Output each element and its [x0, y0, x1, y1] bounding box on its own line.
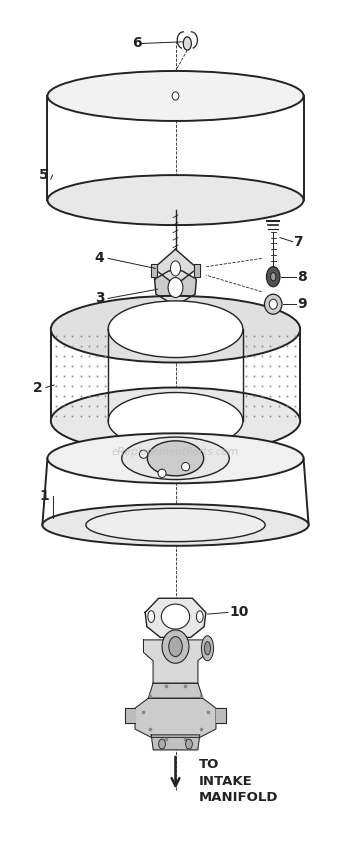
Ellipse shape: [271, 273, 276, 281]
Text: 3: 3: [95, 292, 105, 305]
Ellipse shape: [186, 739, 192, 749]
Ellipse shape: [172, 92, 179, 100]
Ellipse shape: [108, 301, 243, 358]
Text: 4: 4: [95, 252, 105, 265]
Text: INTAKE: INTAKE: [199, 774, 253, 788]
Text: MANIFOLD: MANIFOLD: [199, 791, 279, 804]
Ellipse shape: [47, 71, 304, 121]
Polygon shape: [216, 708, 226, 723]
Ellipse shape: [47, 175, 304, 225]
Text: 5: 5: [39, 168, 49, 182]
Ellipse shape: [201, 636, 213, 660]
Text: 1: 1: [39, 489, 49, 503]
Ellipse shape: [266, 267, 280, 286]
Ellipse shape: [197, 611, 203, 622]
Ellipse shape: [168, 278, 183, 297]
Polygon shape: [135, 698, 216, 738]
Ellipse shape: [108, 393, 243, 449]
Polygon shape: [151, 264, 157, 277]
Ellipse shape: [161, 604, 190, 629]
Ellipse shape: [147, 441, 204, 476]
Ellipse shape: [42, 504, 309, 546]
Polygon shape: [148, 683, 203, 698]
Text: 7: 7: [293, 235, 303, 249]
Text: 2: 2: [33, 381, 42, 394]
Text: eReplacementParts.com: eReplacementParts.com: [112, 446, 239, 456]
Ellipse shape: [269, 299, 277, 309]
Ellipse shape: [51, 296, 300, 363]
Polygon shape: [154, 249, 197, 285]
Ellipse shape: [264, 294, 282, 314]
Polygon shape: [145, 598, 206, 638]
Ellipse shape: [159, 739, 165, 749]
Ellipse shape: [169, 637, 182, 656]
Ellipse shape: [86, 508, 265, 541]
Text: TO: TO: [199, 758, 219, 771]
Ellipse shape: [205, 642, 211, 654]
Polygon shape: [125, 708, 135, 723]
Ellipse shape: [181, 462, 190, 471]
Ellipse shape: [47, 434, 304, 484]
Polygon shape: [154, 271, 197, 303]
Polygon shape: [151, 735, 200, 750]
Ellipse shape: [139, 450, 147, 458]
Ellipse shape: [148, 611, 154, 622]
Ellipse shape: [51, 388, 300, 454]
Text: 10: 10: [230, 605, 249, 620]
Polygon shape: [144, 640, 207, 683]
Ellipse shape: [162, 630, 189, 663]
Ellipse shape: [122, 437, 229, 479]
Polygon shape: [194, 264, 200, 277]
Ellipse shape: [158, 469, 166, 478]
Text: 8: 8: [297, 269, 306, 284]
Text: 6: 6: [132, 37, 141, 50]
Ellipse shape: [183, 37, 191, 50]
Ellipse shape: [171, 261, 180, 276]
Text: 9: 9: [297, 298, 306, 311]
